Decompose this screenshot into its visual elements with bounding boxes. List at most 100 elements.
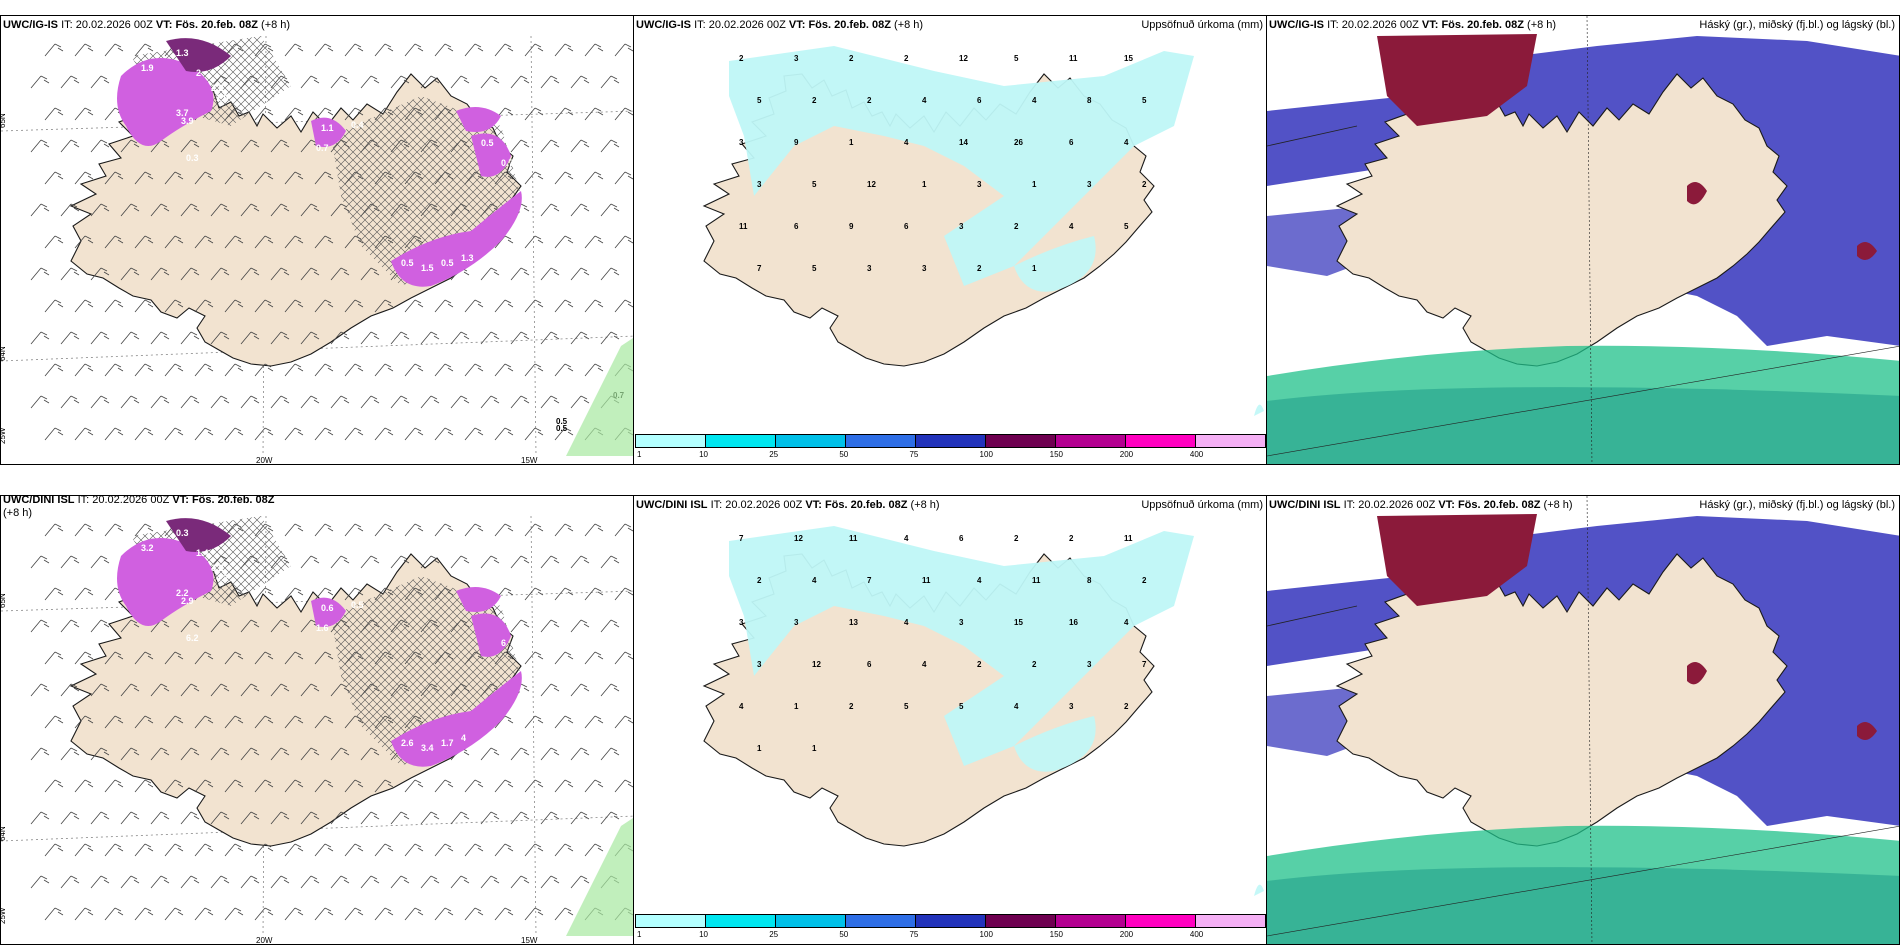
wind-barb-stroke — [480, 747, 500, 761]
wind-barb — [614, 587, 634, 601]
precip-colorbar — [635, 434, 1266, 448]
wind-barb — [284, 715, 304, 729]
wind-barb-stroke — [584, 43, 604, 57]
wind-barb-stroke — [150, 875, 170, 889]
wind-barb-stroke — [120, 811, 140, 825]
wind-barb — [344, 907, 364, 921]
wind-barb-stroke — [270, 395, 290, 409]
wind-barb-stroke — [420, 555, 440, 569]
wind-barb — [360, 555, 380, 569]
wind-barb-stroke — [300, 267, 320, 281]
wind-barb-stroke — [44, 587, 64, 601]
wind-barb-stroke — [464, 43, 484, 57]
wind-barb-stroke — [554, 235, 574, 249]
wind-barb — [450, 331, 470, 345]
wind-map: 0.33.2 1.43.24.22.22.96.20.61.60.52.6 3.4 1… — [1, 515, 634, 944]
wind-barb — [570, 619, 590, 633]
wind-barb — [44, 779, 64, 793]
wind-barb — [330, 395, 350, 409]
precip-value: 8 — [1087, 576, 1092, 585]
wind-barb-stroke — [600, 331, 620, 345]
wind-barb — [74, 587, 94, 601]
wind-barb-stroke — [434, 43, 454, 57]
colorbar-segment — [846, 915, 916, 927]
wind-barb-stroke — [284, 779, 304, 793]
precip-value: 7 — [1142, 660, 1147, 669]
wind-barb — [44, 363, 64, 377]
wind-barb-stroke — [210, 747, 230, 761]
wind-barb — [74, 715, 94, 729]
precip-value: 2 — [1142, 576, 1147, 585]
wind-barb-stroke — [434, 427, 454, 441]
wind-barb-stroke — [240, 619, 260, 633]
colorbar-tick: 200 — [1119, 450, 1134, 459]
wind-barb — [90, 619, 110, 633]
wind-barb-stroke — [314, 523, 334, 537]
precip-value: 2 — [1014, 222, 1019, 231]
wind-barb-stroke — [60, 555, 80, 569]
precip-value: 4 — [739, 702, 744, 711]
wind-barb-stroke — [330, 75, 350, 89]
wind-barb — [570, 395, 590, 409]
wind-barb-stroke — [330, 331, 350, 345]
wind-barb-stroke — [134, 779, 154, 793]
wind-barb — [434, 427, 454, 441]
wind-barb-stroke — [540, 395, 560, 409]
wind-barb-stroke — [74, 43, 94, 57]
wind-barb — [554, 235, 574, 249]
wind-barb — [134, 907, 154, 921]
wind-barb — [374, 779, 394, 793]
wind-barb-stroke — [44, 171, 64, 185]
wind-barb-stroke — [270, 747, 290, 761]
wind-barb — [420, 875, 440, 889]
graticule-line — [1267, 346, 1899, 457]
wind-barb — [134, 235, 154, 249]
wind-barb-stroke — [510, 139, 530, 153]
snow-value: 1.5 — [421, 263, 434, 273]
wind-barb — [390, 395, 410, 409]
wind-barb-stroke — [404, 843, 424, 857]
wind-barb — [90, 683, 110, 697]
lat-label: 64N — [1, 346, 7, 361]
wind-barb-stroke — [374, 523, 394, 537]
wind-barb — [224, 715, 244, 729]
wind-barb — [254, 843, 274, 857]
wind-barb — [254, 587, 274, 601]
wind-barb-stroke — [374, 427, 394, 441]
wind-barb — [90, 203, 110, 217]
wind-barb-stroke — [60, 139, 80, 153]
wind-barb — [300, 683, 320, 697]
wind-barb — [104, 651, 124, 665]
wind-barb-stroke — [284, 427, 304, 441]
wind-barb-stroke — [360, 747, 380, 761]
wind-barb-stroke — [344, 43, 364, 57]
wind-barb — [584, 651, 604, 665]
wind-barb — [374, 363, 394, 377]
wind-barb-stroke — [194, 363, 214, 377]
precip-value: 1 — [922, 180, 927, 189]
precip-value: 3 — [959, 618, 964, 627]
wind-barb-stroke — [44, 363, 64, 377]
wind-barb-stroke — [554, 523, 574, 537]
colorbar-segment — [916, 435, 986, 447]
wind-barb — [134, 43, 154, 57]
wind-barb-stroke — [584, 235, 604, 249]
wind-barb-stroke — [44, 523, 64, 537]
wind-barb-stroke — [90, 267, 110, 281]
wind-barb-stroke — [614, 43, 634, 57]
wind-barb-stroke — [254, 427, 274, 441]
wind-barb — [270, 683, 290, 697]
wind-barb-stroke — [494, 843, 514, 857]
precip-value: 11 — [922, 576, 931, 585]
wind-barb — [74, 171, 94, 185]
wind-barb-stroke — [210, 619, 230, 633]
wind-barb — [510, 139, 530, 153]
wind-barb — [30, 139, 50, 153]
precip-value: 3 — [1069, 702, 1074, 711]
wind-barb-stroke — [224, 651, 244, 665]
wind-barb-stroke — [44, 651, 64, 665]
wind-barb — [240, 139, 260, 153]
wind-barb — [540, 267, 560, 281]
wind-barb-stroke — [344, 299, 364, 313]
wind-barb — [584, 171, 604, 185]
